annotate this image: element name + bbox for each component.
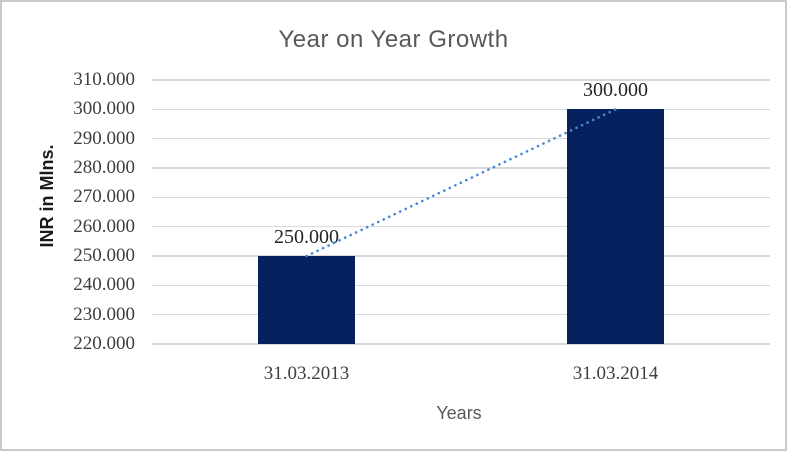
y-tick-label: 240.000 bbox=[73, 274, 135, 296]
y-tick-label: 300.000 bbox=[73, 98, 135, 120]
gridline bbox=[152, 79, 770, 81]
gridline bbox=[152, 255, 770, 257]
y-tick-label: 260.000 bbox=[73, 215, 135, 237]
y-tick-label: 250.000 bbox=[73, 245, 135, 266]
chart-title: Year on Year Growth bbox=[278, 26, 509, 53]
bar-value-label: 300.000 bbox=[583, 79, 648, 102]
x-axis-title: Years bbox=[436, 403, 482, 423]
y-tick-label: 270.000 bbox=[73, 186, 135, 208]
y-tick-label: 310.000 bbox=[73, 69, 135, 90]
x-tick-label: 31.03.2014 bbox=[572, 363, 659, 384]
bar bbox=[258, 256, 355, 344]
y-tick-label: 230.000 bbox=[73, 303, 135, 325]
y-tick-label: 290.000 bbox=[73, 127, 135, 149]
bar bbox=[567, 109, 664, 344]
x-tick-label: 31.03.2013 bbox=[263, 363, 350, 384]
gridline bbox=[152, 196, 770, 199]
gridline bbox=[152, 284, 770, 287]
gridline bbox=[152, 313, 770, 316]
gridline bbox=[152, 343, 770, 345]
gridline bbox=[152, 167, 770, 169]
y-tick-label: 280.000 bbox=[73, 157, 135, 178]
gridline bbox=[152, 137, 770, 140]
bar-value-label: 250.000 bbox=[274, 226, 339, 248]
gridline bbox=[152, 108, 770, 111]
y-tick-label: 220.000 bbox=[73, 333, 135, 354]
